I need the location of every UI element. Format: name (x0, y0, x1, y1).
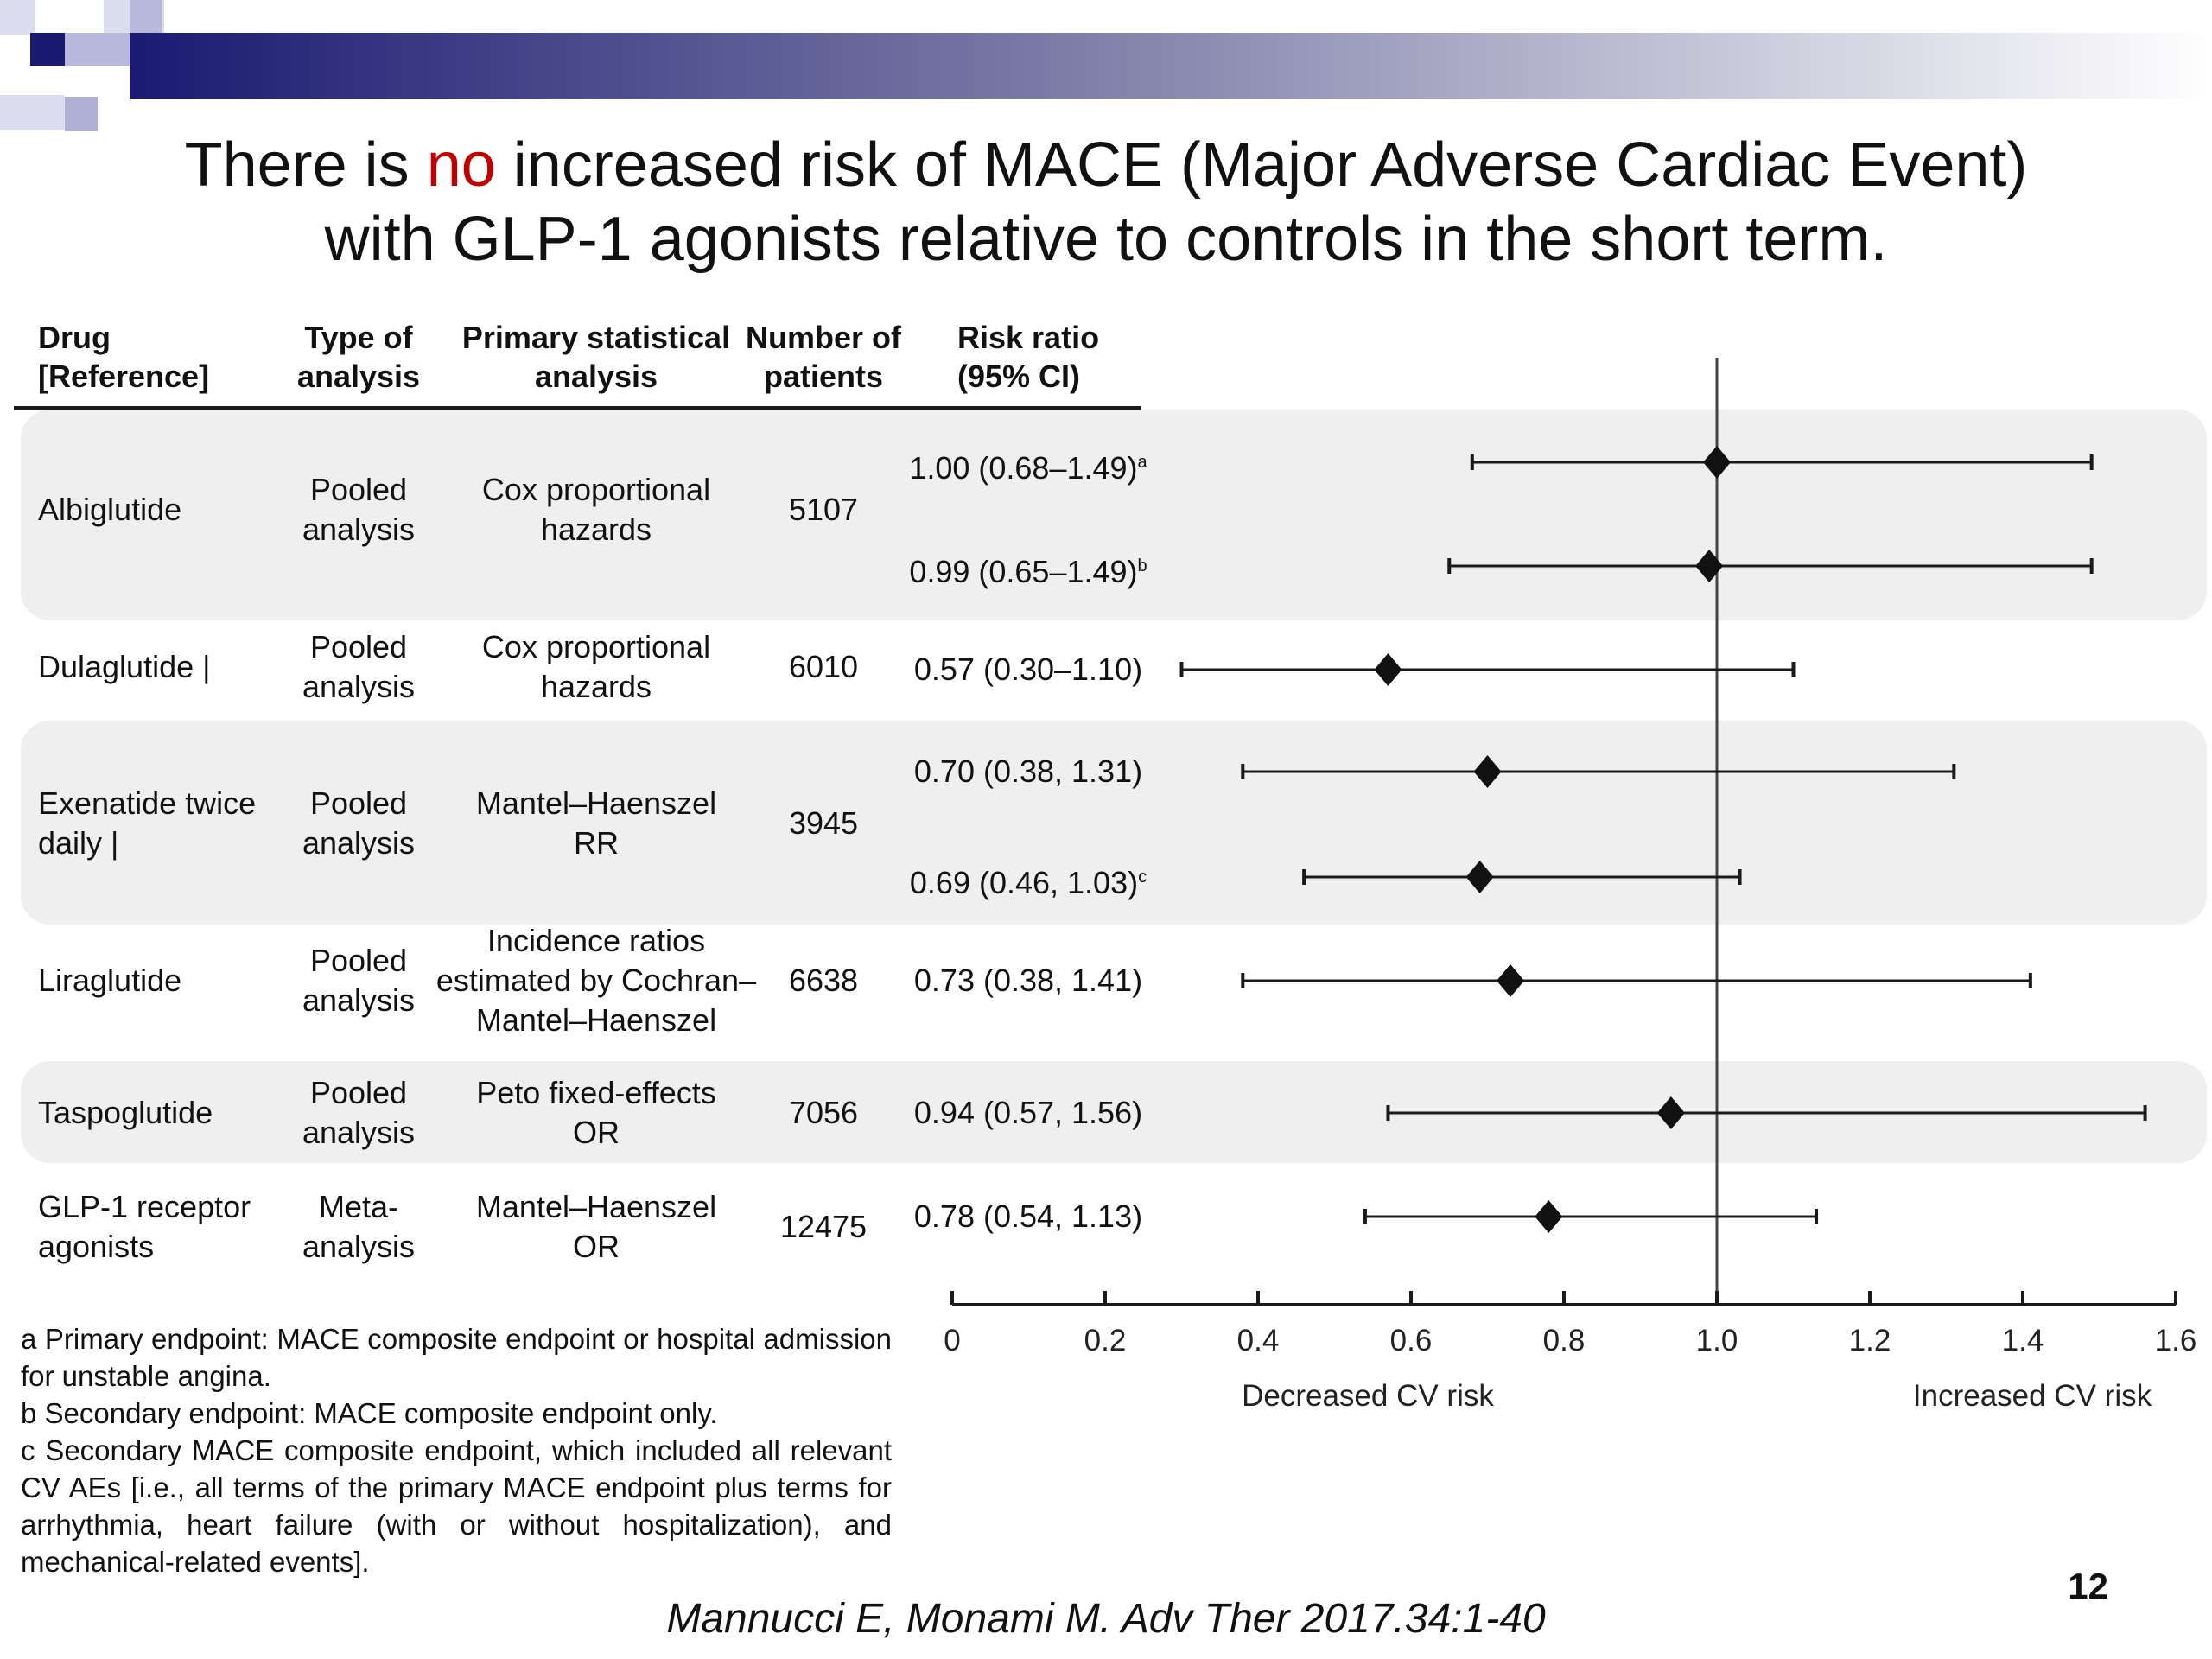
row-6-patients: 12475 (779, 1209, 868, 1244)
point-estimate-8 (1535, 1200, 1563, 1233)
row-1-type: Pooled analysis (302, 472, 416, 547)
axis-label-left: Decreased CV risk (1242, 1379, 1494, 1413)
risk-ratio-4: 0.70 (0.38, 1.31) (913, 753, 1143, 789)
citation: Mannucci E, Monami M. Adv Ther 2017.34:1… (666, 1596, 1546, 1642)
row-2-patients: 6010 (788, 649, 859, 684)
x-tick-label-3: 0.6 (1390, 1324, 1433, 1357)
footnote-b: b Secondary endpoint: MACE composite end… (21, 1397, 718, 1429)
risk-ratio-1-footnote-mark: a (1137, 453, 1147, 472)
forest-plot: 0 0.2 0.4 0.6 0.8 1.0 1.2 1.4 1.6 Decreased CV ri… (14, 358, 2207, 1413)
point-estimate-5 (1465, 861, 1494, 893)
footnotes: a Primary endpoint: MACE composite endpo… (21, 1320, 892, 1580)
risk-ratio-7: 0.94 (0.57, 1.56) (913, 1095, 1143, 1130)
row-3-drug: Exenatide twice daily | (38, 785, 257, 861)
row-4-stat: Incidence ratios estimated by Cochran– M… (435, 923, 757, 1038)
footnote-a: a Primary endpoint: MACE composite endpo… (21, 1323, 892, 1392)
header-patients: Number of patients (746, 320, 901, 394)
risk-ratio-2-footnote-mark: b (1137, 556, 1147, 575)
risk-ratio-5-footnote-mark: c (1138, 868, 1147, 887)
row-1-patients: 5107 (788, 492, 859, 527)
row-5-type: Pooled analysis (302, 1075, 416, 1150)
row-5-patients: 7056 (788, 1095, 859, 1130)
slide-number: 12 (2068, 1566, 2108, 1606)
point-estimate-7 (1656, 1096, 1685, 1129)
row-3-stat: Mantel–Haenszel RR (475, 785, 717, 861)
title-line-1-pre: There is (184, 130, 427, 200)
x-tick-label-8: 1.6 (2155, 1324, 2197, 1357)
row-1-drug: Albiglutide (38, 492, 182, 527)
row-4-patients: 6638 (788, 963, 859, 998)
row-1-stat: Cox proportional hazards (481, 472, 711, 547)
risk-ratio-8: 0.78 (0.54, 1.13) (913, 1198, 1143, 1234)
row-2-type: Pooled analysis (302, 629, 416, 704)
x-tick-label-5: 1.0 (1696, 1324, 1738, 1357)
point-estimate-3 (1374, 653, 1402, 686)
header-risk-ratio: Risk ratio (95% CI) (957, 320, 1100, 394)
x-tick-label-1: 0.2 (1084, 1324, 1127, 1357)
x-tick-label-0: 0 (944, 1324, 960, 1357)
point-estimate-6 (1497, 964, 1525, 997)
row-4-type: Pooled analysis (302, 943, 416, 1018)
row-4-drug: Liraglutide (38, 963, 182, 998)
risk-ratio-1: 1.00 (0.68–1.49)a (909, 450, 1147, 486)
title-highlight: no (426, 130, 496, 200)
row-3-type: Pooled analysis (302, 785, 416, 861)
title-line-1-post: increased risk of MACE (Major Adverse Ca… (495, 130, 2028, 200)
row-6-stat: Mantel–Haenszel OR (475, 1189, 717, 1264)
point-estimate-1 (1703, 446, 1731, 479)
row-band-3 (21, 1061, 2207, 1163)
row-5-drug: Taspoglutide (38, 1095, 213, 1130)
risk-ratio-6: 0.73 (0.38, 1.41) (913, 963, 1143, 998)
x-tick-label-6: 1.2 (1849, 1324, 1891, 1357)
title-line-1: There is no increased risk of MACE (Majo… (0, 128, 2212, 202)
row-2-drug: Dulaglutide | (38, 649, 211, 684)
point-estimate-2 (1695, 550, 1724, 582)
risk-ratio-5: 0.69 (0.46, 1.03)c (909, 865, 1147, 900)
risk-ratio-2: 0.99 (0.65–1.49)b (909, 554, 1147, 589)
axis-label-right: Increased CV risk (1913, 1379, 2152, 1413)
row-3-patients: 3945 (788, 805, 859, 841)
x-tick-label-2: 0.4 (1237, 1324, 1280, 1357)
title-banner (0, 0, 2212, 131)
header-type: Type of analysis (296, 320, 421, 394)
footnote-c: c Secondary MACE composite endpoint, whi… (21, 1434, 892, 1578)
x-tick-label-7: 1.4 (2002, 1324, 2044, 1357)
header-stat: Primary statistical analysis (461, 320, 731, 394)
x-tick-label-4: 0.8 (1543, 1324, 1586, 1357)
point-estimate-4 (1473, 755, 1502, 788)
title-line-2: with GLP-1 agonists relative to controls… (324, 205, 1888, 274)
row-5-stat: Peto fixed-effects OR (476, 1075, 716, 1150)
slide-title: There is no increased risk of MACE (Majo… (0, 128, 2212, 276)
risk-ratio-3: 0.57 (0.30–1.10) (913, 652, 1143, 687)
header-drug: Drug [Reference] (38, 320, 210, 394)
row-6-drug: GLP-1 receptor agonists (38, 1189, 251, 1264)
row-6-type: Meta- analysis (302, 1189, 416, 1264)
row-2-stat: Cox proportional hazards (481, 629, 711, 704)
